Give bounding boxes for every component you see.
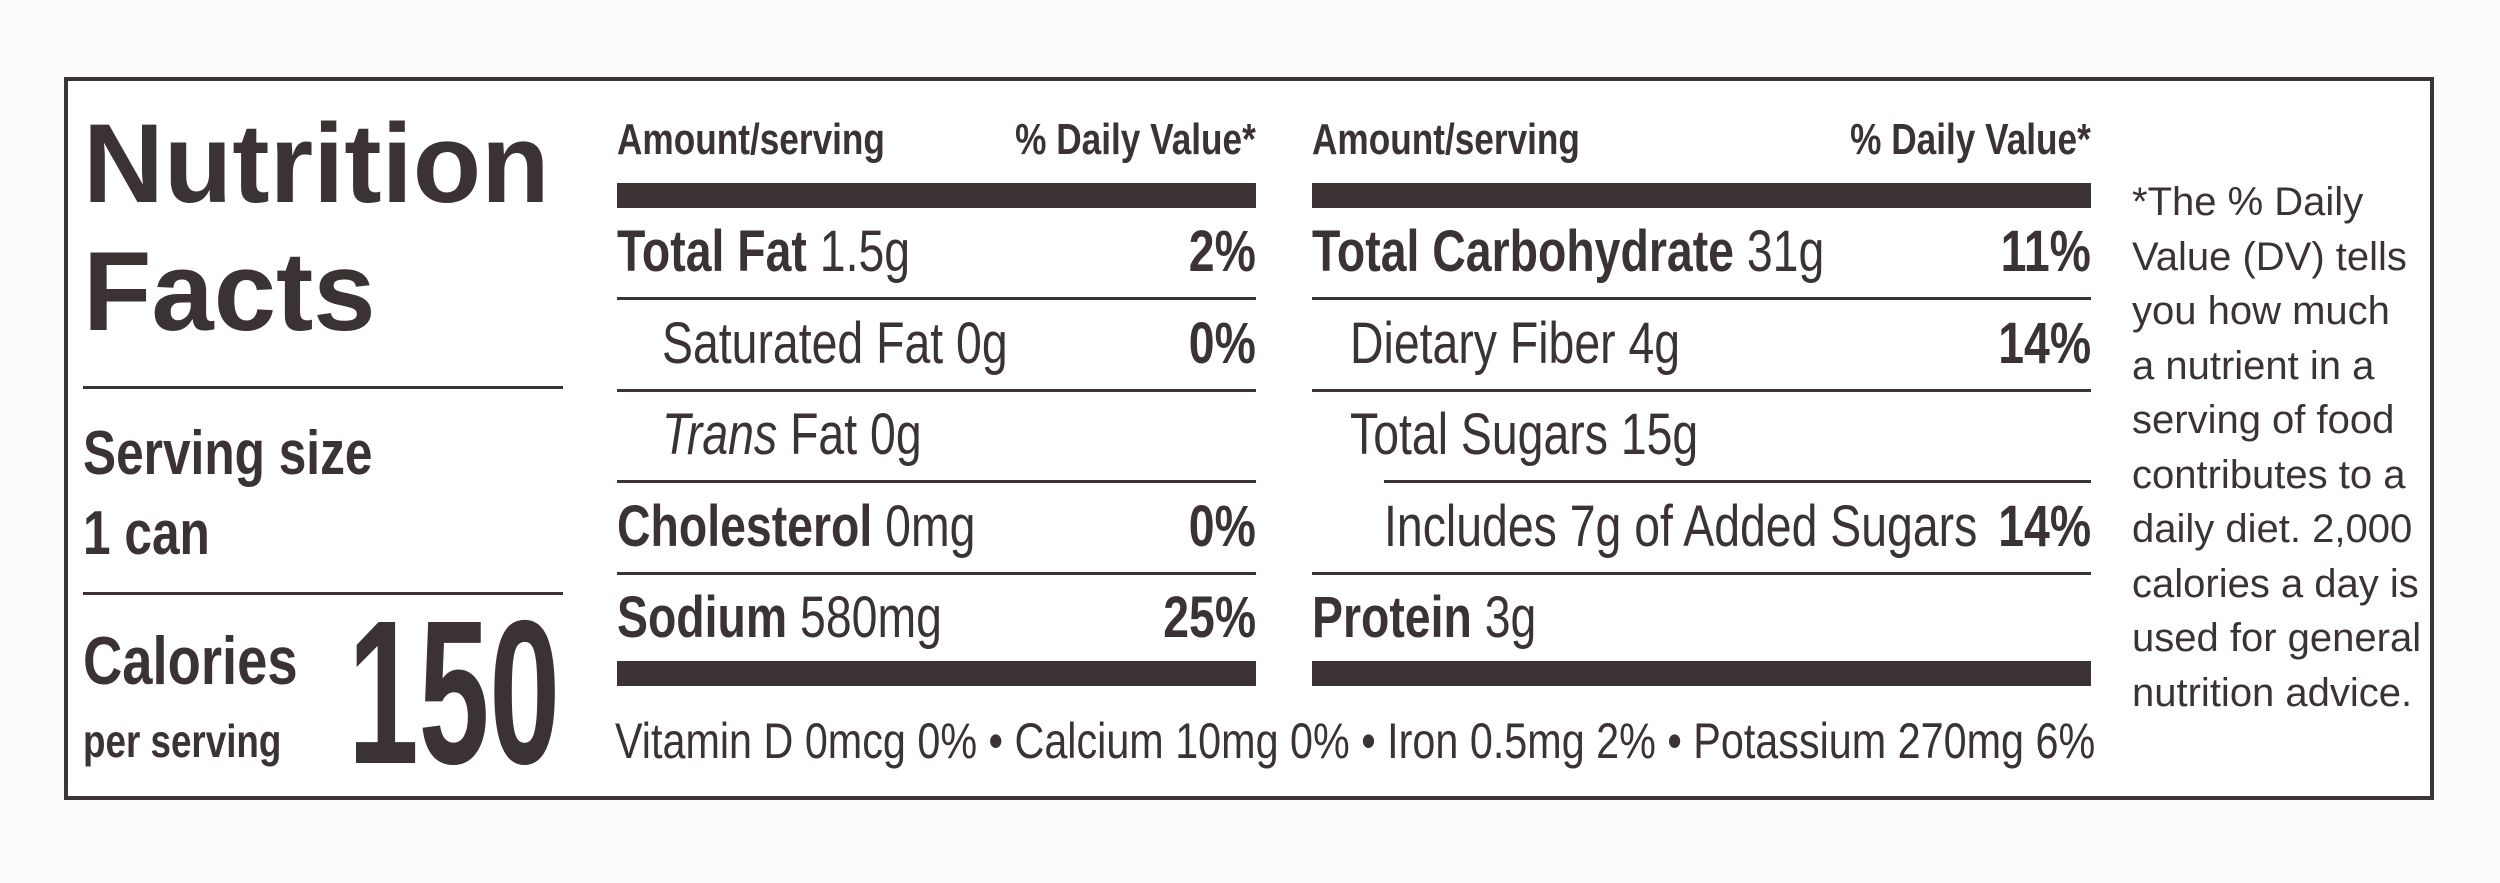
nutrient-amount: 0g <box>956 310 1008 376</box>
nutrient-name: Includes 7g of Added Sugars <box>1384 493 1978 559</box>
calories-value: 150 <box>347 578 560 807</box>
nutrient-name: Total Carbohydrate <box>1312 219 1734 284</box>
nutrient-name: Total Sugars <box>1350 402 1608 468</box>
nutrient-italic: Trans <box>662 402 778 468</box>
nutrient-amount: 15g <box>1620 402 1699 468</box>
row-label: Cholesterol 0mg <box>617 493 976 559</box>
row-divider <box>1312 388 2091 392</box>
nutrient-amount: 4g <box>1628 310 1681 376</box>
thick-bar <box>1312 183 2091 208</box>
row-label: Dietary Fiber 4g <box>1350 310 1681 376</box>
calories-sublabel: per serving <box>83 715 282 767</box>
footnote: *The % Daily Value (DV) tells you how mu… <box>2132 180 2422 715</box>
thick-bar <box>1312 661 2091 686</box>
row-divider <box>1384 480 2091 484</box>
header-amount: Amount/serving <box>617 115 885 164</box>
header-dv: % Daily Value* <box>1015 115 1256 164</box>
row-label: Total Fat 1.5g <box>617 222 910 282</box>
nutrient-name: Dietary Fiber <box>1350 310 1616 376</box>
nutrient-amount: 1.5g <box>819 219 911 284</box>
nutrient-name: Sodium <box>617 585 788 651</box>
thick-bar <box>617 183 1256 208</box>
header-dv: % Daily Value* <box>1850 115 2091 164</box>
daily-value: 0% <box>1188 493 1256 559</box>
divider <box>83 386 563 389</box>
nutrient-amount: 580mg <box>800 585 942 651</box>
daily-value: 25% <box>1163 585 1256 651</box>
daily-value: 0% <box>1188 310 1256 376</box>
nutrient-amount: 3g <box>1484 585 1537 651</box>
row-label: Total Carbohydrate 31g <box>1312 222 1824 282</box>
row-divider <box>617 388 1256 392</box>
row-label: Includes 7g of Added Sugars <box>1384 493 1978 559</box>
nutrient-name: Protein <box>1312 585 1472 651</box>
nutrient-amount: 0mg <box>885 493 976 559</box>
header-amount: Amount/serving <box>1312 115 1580 164</box>
row-divider <box>617 480 1256 484</box>
nutrient-amount: 0g <box>870 402 922 468</box>
daily-value: 14% <box>1998 493 2091 559</box>
daily-value: 11% <box>2000 219 2091 284</box>
thick-bar <box>617 661 1256 686</box>
row-divider <box>1312 571 2091 575</box>
row-divider <box>1312 297 2091 300</box>
daily-value: 2% <box>1188 219 1256 284</box>
nutrient-amount: 31g <box>1746 219 1825 284</box>
nutrient-name: Total Fat <box>617 219 807 284</box>
nutrient-name: Cholesterol <box>617 493 873 559</box>
row-label: Protein 3g <box>1312 588 1536 648</box>
divider <box>83 592 563 595</box>
vitamins: Vitamin D 0mcg 0% • Calcium 10mg 0% • Ir… <box>615 713 2096 769</box>
serving-size-label: Serving size <box>83 419 373 488</box>
row-divider <box>617 571 1256 575</box>
nutrient-name: Fat <box>790 402 858 468</box>
row-divider <box>617 297 1256 300</box>
row-label: Total Sugars 15g <box>1350 405 1698 465</box>
title: Nutrition Facts <box>83 101 550 354</box>
nutrient-name: Saturated Fat <box>662 310 944 376</box>
row-label: Sodium 580mg <box>617 588 942 648</box>
row-label: Trans Fat 0g <box>662 405 922 465</box>
calories-label: Calories <box>83 623 298 699</box>
serving-size-value: 1 can <box>83 499 210 568</box>
row-label: Saturated Fat 0g <box>662 310 1008 376</box>
daily-value: 14% <box>1998 310 2091 376</box>
